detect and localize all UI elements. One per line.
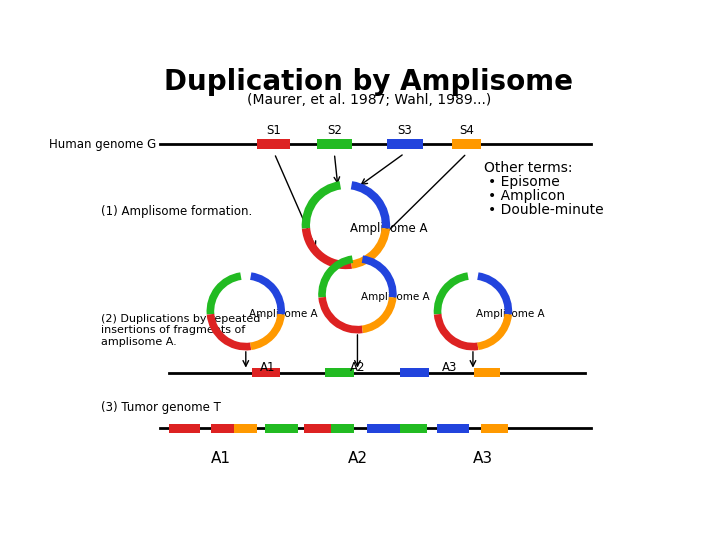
Text: A2: A2 xyxy=(350,361,365,374)
Text: (3) Tumor genome T: (3) Tumor genome T xyxy=(101,401,221,414)
Bar xyxy=(474,368,500,377)
Bar xyxy=(257,139,290,148)
Bar xyxy=(234,423,257,433)
Text: Duplication by Amplisome: Duplication by Amplisome xyxy=(164,68,574,96)
Text: A1: A1 xyxy=(211,451,231,467)
Bar xyxy=(387,139,423,148)
Bar xyxy=(304,423,330,433)
Bar xyxy=(168,423,199,433)
Bar xyxy=(367,423,400,433)
Text: (1) Amplisome formation.: (1) Amplisome formation. xyxy=(101,205,252,218)
Bar xyxy=(211,423,234,433)
Bar xyxy=(330,423,354,433)
Text: (2) Duplications by repeated
insertions of fragments of
amplisome A.: (2) Duplications by repeated insertions … xyxy=(101,314,261,347)
Bar xyxy=(265,423,298,433)
Text: S2: S2 xyxy=(328,124,342,137)
Text: S4: S4 xyxy=(459,124,474,137)
Text: • Double-minute: • Double-minute xyxy=(487,202,603,217)
Text: Other terms:: Other terms: xyxy=(485,161,573,175)
Text: Amplisome A: Amplisome A xyxy=(350,222,427,235)
Bar xyxy=(400,423,427,433)
Text: A1: A1 xyxy=(260,361,275,374)
Text: Amplisome A: Amplisome A xyxy=(249,309,318,319)
Bar xyxy=(318,139,352,148)
Bar xyxy=(252,368,281,377)
Bar xyxy=(325,368,354,377)
Bar xyxy=(481,423,508,433)
Text: (Maurer, et al. 1987; Wahl, 1989...): (Maurer, et al. 1987; Wahl, 1989...) xyxy=(247,93,491,107)
Bar xyxy=(400,368,429,377)
Text: A3: A3 xyxy=(442,361,457,374)
Text: A2: A2 xyxy=(348,451,367,467)
Bar xyxy=(437,423,469,433)
Text: Amplisome A: Amplisome A xyxy=(476,309,544,319)
Text: A3: A3 xyxy=(473,451,493,467)
Bar xyxy=(452,139,482,148)
Text: S1: S1 xyxy=(266,124,282,137)
Text: Human genome G: Human genome G xyxy=(49,138,156,151)
Text: • Amplicon: • Amplicon xyxy=(487,189,564,203)
Text: Amplisome A: Amplisome A xyxy=(361,292,429,302)
Text: • Episome: • Episome xyxy=(487,175,559,189)
Text: S3: S3 xyxy=(397,124,412,137)
